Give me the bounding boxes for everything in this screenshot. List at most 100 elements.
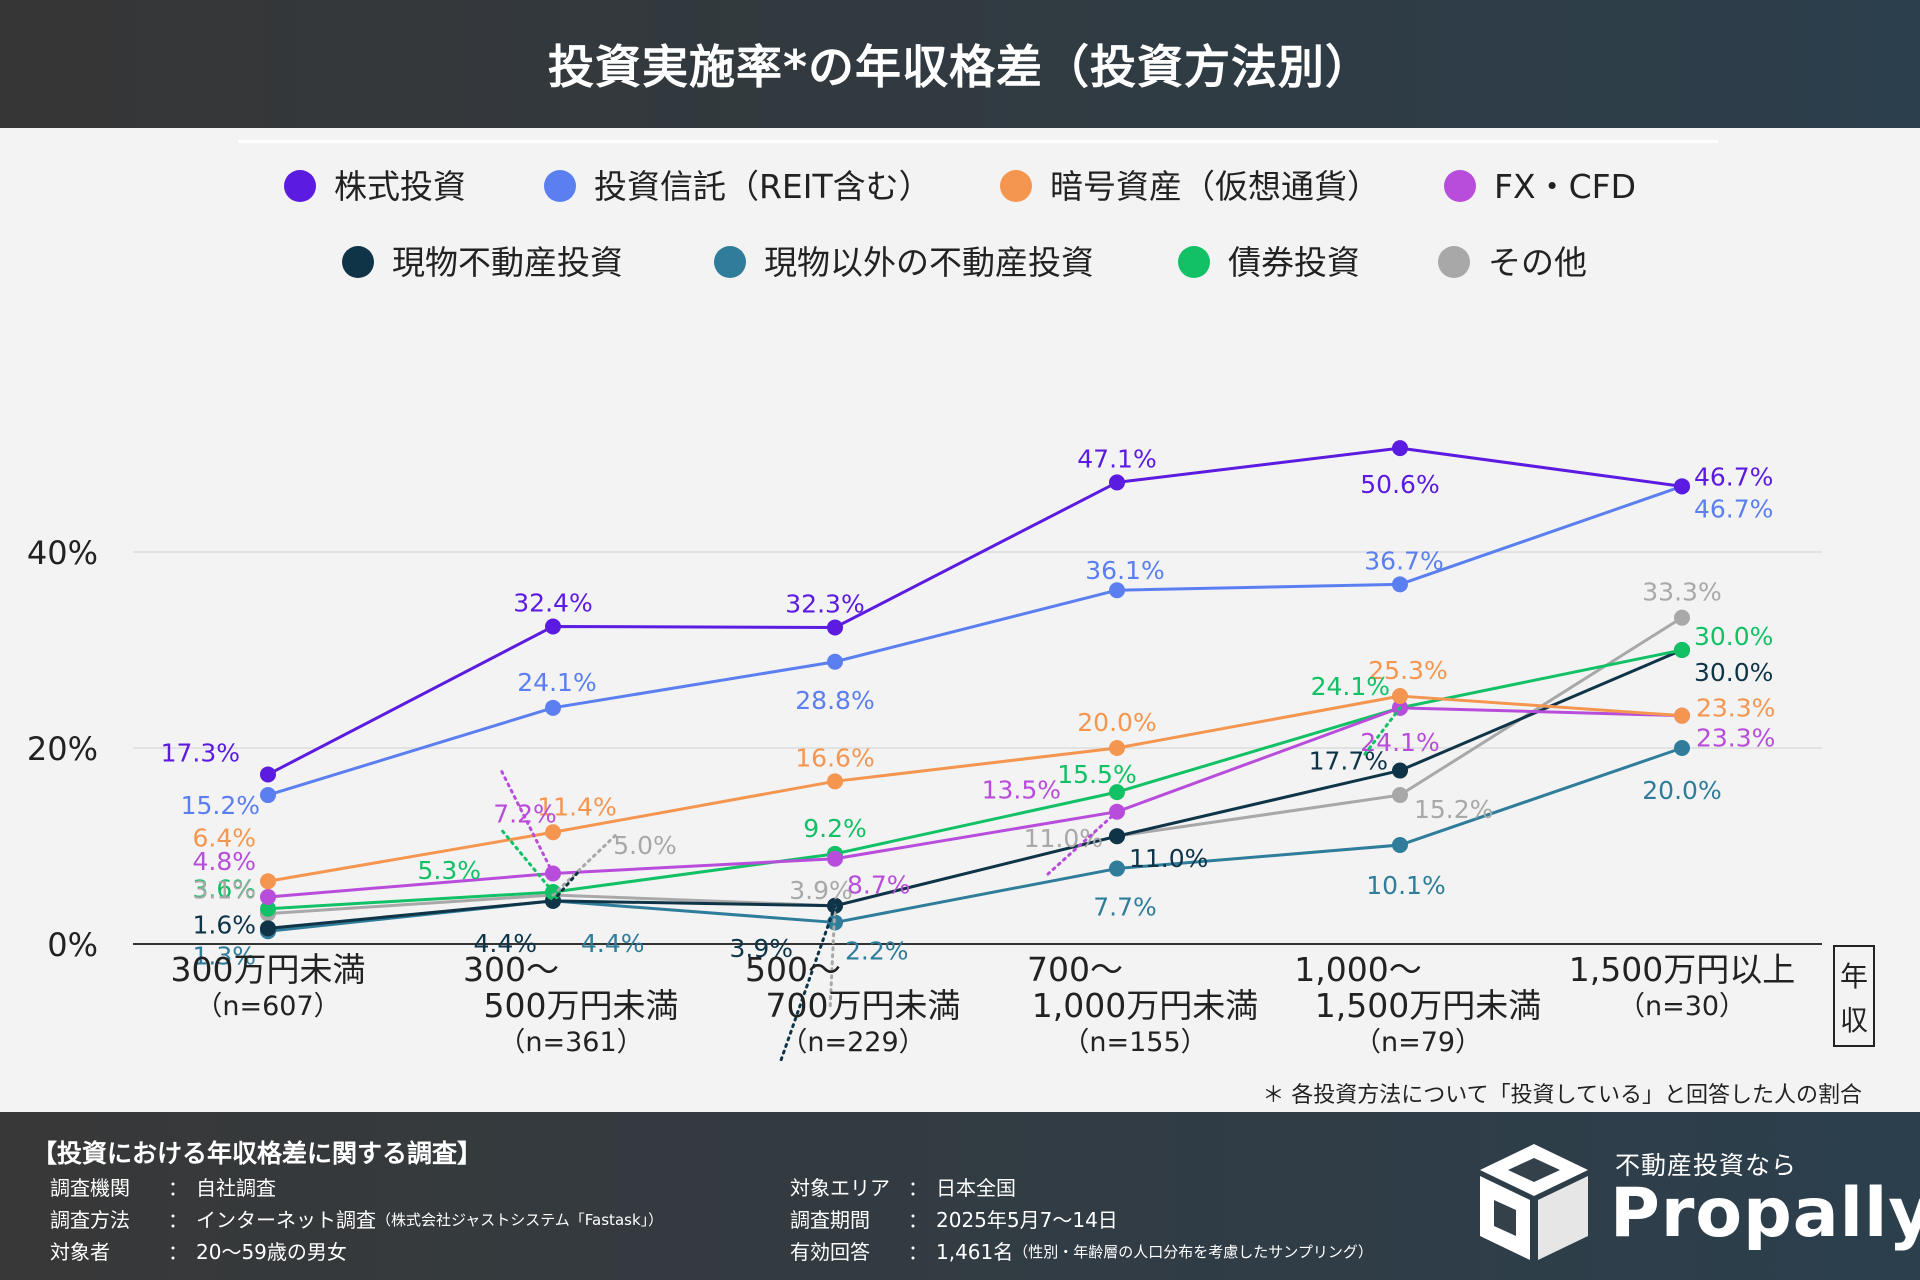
data-point: [545, 699, 561, 716]
data-label: 2.2%: [845, 936, 909, 965]
data-label: 5.3%: [417, 856, 481, 885]
data-point: [1109, 582, 1125, 599]
data-label: 36.1%: [1085, 556, 1164, 585]
data-label: 7.2%: [493, 799, 557, 828]
legend-item: 暗号資産（仮想通貨）: [1000, 167, 1380, 206]
data-point: [260, 787, 276, 804]
legend-marker: [1000, 170, 1032, 202]
x-tick-line: 1,000～: [1294, 950, 1421, 989]
x-tick-line: 500～: [745, 950, 841, 989]
data-label: 25.3%: [1368, 656, 1447, 685]
data-label: 11.0%: [1024, 824, 1103, 853]
info-value: 2025年5月7～14日: [936, 1208, 1118, 1232]
data-point: [260, 873, 276, 890]
line-chart: 株式投資 投資信託（REIT含む） 暗号資産（仮想通貨） FX・CFD 現物不動産投資 現…: [27, 140, 1875, 1108]
y-tick-label: 40%: [27, 534, 98, 572]
series-3: [260, 688, 1690, 890]
data-label: 23.3%: [1696, 694, 1775, 723]
info-note: （株式会社ジャストシステム「Fastask」）: [376, 1211, 664, 1229]
data-point: [260, 888, 276, 905]
legend-label: 株式投資: [334, 167, 466, 206]
data-label: 32.3%: [785, 589, 864, 618]
data-point: [1674, 642, 1690, 658]
legend-marker: [714, 246, 746, 278]
series-5: [260, 642, 1690, 937]
data-point: [827, 619, 843, 636]
data-point: [1674, 478, 1690, 495]
data-label: 47.1%: [1077, 444, 1156, 473]
data-label: 15.5%: [1057, 760, 1136, 789]
series-line: [267, 694, 1683, 883]
legend-label: 債券投資: [1228, 243, 1360, 282]
legend-label: その他: [1488, 243, 1587, 282]
legend-item: FX・CFD: [1444, 167, 1636, 206]
data-label: 33.3%: [1642, 578, 1721, 607]
brand-tagline: 不動産投資なら: [1615, 1151, 1798, 1180]
leader-line: [498, 826, 555, 894]
series-line: [267, 446, 1683, 776]
series-1: [260, 440, 1690, 783]
data-label: 4.4%: [473, 929, 537, 958]
x-tick-label: 500～700万円未満（n=229）: [745, 950, 961, 1058]
data-label: 3.1%: [192, 876, 256, 905]
legend-marker: [1444, 170, 1476, 202]
brand-logo: 不動産投資なら Propally: [1470, 1140, 1920, 1268]
leader-line: [1360, 706, 1402, 760]
series-2: [260, 478, 1690, 804]
data-point: [1392, 837, 1408, 854]
info-row: 対象者： 20～59歳の男女: [50, 1236, 663, 1268]
data-point: [1109, 860, 1125, 877]
survey-info-right: 対象エリア：日本全国 調査期間： 2025年5月7～14日 有効回答： 1,461名…: [790, 1172, 1373, 1268]
legend-marker: [1438, 246, 1470, 278]
data-label: 24.1%: [517, 668, 596, 697]
info-row: 調査機関：自社調査: [50, 1172, 663, 1204]
data-point: [1674, 609, 1690, 626]
x-tick-n: （n=30）: [1618, 991, 1746, 1022]
data-point: [260, 920, 276, 937]
info-row: 調査期間： 2025年5月7～14日: [790, 1204, 1373, 1236]
x-tick-n: （n=607）: [195, 991, 340, 1022]
info-row: 有効回答： 1,461名 （性別・年齢層の人口分布を考慮したサンプリング）: [790, 1236, 1373, 1268]
legend-marker: [1178, 246, 1210, 278]
page-title: 投資実施率*の年収格差（投資方法別）: [547, 40, 1373, 94]
leader-line: [498, 766, 555, 875]
data-label: 10.1%: [1366, 871, 1445, 900]
legend-item: 現物不動産投資: [342, 243, 623, 282]
data-label: 32.4%: [513, 588, 592, 617]
data-point: [1674, 740, 1690, 756]
x-tick-line: 300万円未満: [171, 950, 366, 989]
data-label: 20.0%: [1077, 708, 1156, 737]
data-label: 15.2%: [1414, 795, 1493, 824]
data-point: [1392, 688, 1408, 705]
data-point: [545, 618, 561, 635]
data-label: 36.7%: [1364, 546, 1443, 575]
data-point: [1109, 474, 1125, 491]
y-tick-label: 0%: [47, 926, 98, 964]
data-labels: 17.3% 32.4% 32.3% 47.1% 50.6% 46.7% 15.2% 24.1%…: [161, 444, 1775, 1065]
survey-footer: 【投資における年収格差に関する調査】 調査機関：自社調査 調査方法：インターネッ…: [0, 1112, 1920, 1280]
series-line: [267, 746, 1683, 933]
info-row: 対象エリア：日本全国: [790, 1172, 1373, 1204]
data-point: [827, 653, 843, 670]
data-label: 17.7%: [1309, 747, 1388, 776]
x-tick-line: 300～: [463, 950, 559, 989]
info-value: 自社調査: [196, 1176, 276, 1200]
data-label: 9.2%: [803, 814, 867, 843]
footnote: ＊ 各投資方法について「投資している」と回答した人の割合: [1262, 1083, 1862, 1108]
x-tick-line: 500万円未満: [484, 986, 679, 1025]
legend-item: 現物以外の不動産投資: [714, 243, 1094, 282]
axis-unit-char-1: 年: [1840, 960, 1868, 993]
leader-line: [778, 904, 837, 1065]
data-label: 11.0%: [1129, 844, 1208, 873]
legend-label: 投資信託（REIT含む）: [594, 167, 932, 206]
survey-title: 【投資における年収格差に関する調査】: [32, 1139, 483, 1168]
info-key: 調査方法: [50, 1208, 130, 1232]
info-key: 有効回答: [790, 1240, 870, 1264]
legend-label: 暗号資産（仮想通貨）: [1050, 167, 1380, 206]
legend-label: 現物以外の不動産投資: [764, 243, 1094, 282]
data-point: [1392, 762, 1408, 779]
series-line: [267, 484, 1683, 797]
legend-marker: [284, 170, 316, 202]
x-tick-n: （n=361）: [498, 1027, 643, 1058]
data-point: [1392, 787, 1408, 804]
